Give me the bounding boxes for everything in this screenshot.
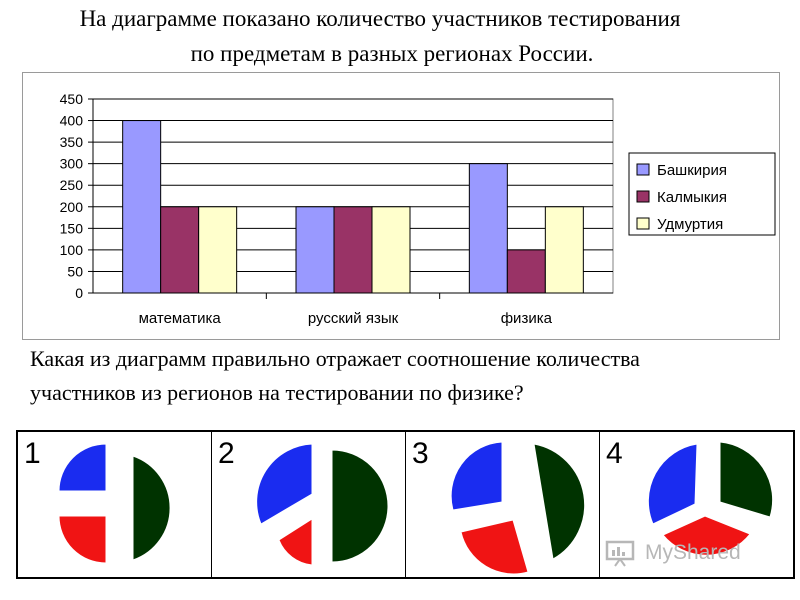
bar [295,206,335,294]
legend-swatch [636,163,650,176]
question-line-2: участников из регионов на тестировании п… [30,380,524,405]
answer-options-table: 1 2 3 4 [16,430,795,579]
pie-slice-green [719,441,774,518]
pie-slice-blue [58,443,107,492]
legend-box [628,152,776,236]
y-tick-label: 50 [67,263,83,279]
option-number: 4 [606,437,623,470]
pie-slice-blue [256,443,313,525]
pie-option-4-icon [647,441,774,556]
bar [544,206,584,294]
y-tick-label: 250 [60,177,84,193]
bar-chart: 0 50 100 150 200 250 300 350 400 450 математика рус… [60,91,776,327]
y-tick-label: 400 [60,113,84,129]
pie-slice-red [460,519,529,575]
y-tick-label: 100 [60,242,84,258]
legend-label: Башкирия [657,162,727,179]
pie-slice-blue [647,443,698,525]
pie-option-2-icon [256,443,389,566]
option-number: 1 [24,437,41,470]
answer-option-3[interactable]: 3 [406,432,600,577]
pie-option-3-icon [450,441,586,575]
pie-option-1-icon [58,443,171,564]
watermark-text: MyShared [645,541,741,564]
x-tick-label: русский язык [308,310,399,327]
pie-slice-red [58,515,107,564]
x-tick-label: математика [139,310,222,327]
watermark: MyShared [605,538,741,568]
y-tick-label: 0 [75,285,83,301]
option-number: 2 [218,437,235,470]
bar [122,120,162,294]
bar [333,206,373,294]
bar-chart-frame: 0 50 100 150 200 250 300 350 400 450 математика рус… [22,72,780,340]
pie-slice-green [331,449,389,563]
question-line-1: Какая из диаграмм правильно отражает соо… [30,346,640,371]
legend-swatch [636,190,650,203]
bar [371,206,411,294]
legend-swatch [636,217,650,230]
page-title-line-2: по предметам в разных регионах России. [190,41,594,66]
presentation-board-icon [605,540,635,567]
answer-option-2[interactable]: 2 [212,432,406,577]
pie-slice-blue [450,441,503,511]
y-tick-label: 300 [60,156,84,172]
y-tick-label: 350 [60,134,84,150]
bar [160,206,200,294]
y-tick-label: 150 [60,220,84,236]
page-title-line-1: На диаграмме показано количество участни… [79,6,681,31]
legend-label: Калмыкия [657,189,727,206]
answer-option-1[interactable]: 1 [18,432,212,577]
x-tick-label: физика [501,310,553,327]
pie-slice-green [132,455,171,561]
bar [506,249,546,294]
pie-slice-green [533,443,586,560]
pie-slice-red [278,518,313,566]
bar [468,163,508,294]
pie-slice-red [662,515,751,556]
legend-label: Удмуртия [657,216,723,233]
y-tick-label: 200 [60,199,84,215]
bar [198,206,238,294]
option-number: 3 [412,437,429,470]
y-tick-label: 450 [60,91,84,107]
answer-option-4[interactable]: 4 [600,432,793,577]
